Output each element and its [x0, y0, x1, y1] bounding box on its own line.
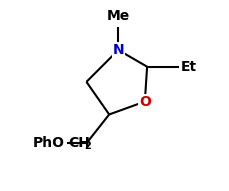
Text: 2: 2	[84, 141, 91, 151]
Text: Me: Me	[107, 9, 130, 23]
Text: CH: CH	[68, 136, 90, 150]
Text: Et: Et	[181, 60, 197, 74]
Text: N: N	[112, 43, 124, 57]
Text: PhO: PhO	[33, 136, 65, 150]
Text: O: O	[139, 95, 151, 108]
